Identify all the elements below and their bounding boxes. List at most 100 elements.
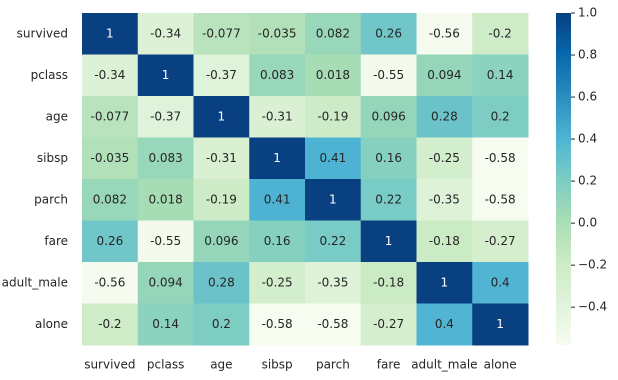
cell-label: -0.58 [485,192,516,206]
cell-label: -0.58 [317,317,348,331]
heatmap-cell [416,13,473,55]
cell-label: 0.28 [431,109,458,123]
heatmap-cell [360,220,417,263]
cell-label: -0.035 [258,26,297,40]
cell-label: 1 [106,26,114,40]
cell-label: -0.31 [262,109,293,123]
x-tick-label: fare [377,358,401,372]
heatmap-cell [360,13,417,55]
heatmap-cell [472,179,529,221]
heatmap-cell [193,303,250,346]
heatmap-cell [193,13,250,55]
cell-label: 0.096 [371,109,405,123]
heatmap-cell [82,96,139,138]
heatmap-cell [249,220,306,263]
y-tick-label: adult_male [2,275,68,289]
colorbar [556,13,571,345]
heatmap-cell [416,220,473,263]
heatmap-cell [305,220,362,263]
cell-label: -0.2 [98,317,121,331]
heatmap-cell [472,220,529,263]
cell-label: 0.41 [264,192,291,206]
heatmap-cell [416,303,473,346]
cell-label: 1 [273,151,281,165]
heatmap-cell [416,96,473,138]
heatmap-cell [193,220,250,263]
heatmap-cell [305,54,362,97]
heatmap-cell [305,262,362,304]
cell-label: 0.082 [316,26,350,40]
cell-label: -0.31 [206,151,237,165]
x-tick-label: sibsp [262,358,293,372]
heatmap-cell [305,303,362,346]
cell-label: 0.094 [148,275,182,289]
colorbar-tick-label: 0.4 [578,132,597,146]
colorbar-tick-label: 1.0 [578,6,597,20]
heatmap-cell [360,262,417,304]
cell-label: -0.27 [485,234,516,248]
heatmap-cell [82,179,139,221]
y-tick-label: fare [44,234,68,248]
heatmap-cell [82,54,139,97]
colorbar-tick-label: −0.4 [578,300,607,314]
heatmap-cell [360,96,417,138]
cell-label: 0.082 [93,192,127,206]
heatmap-cell [82,303,139,346]
y-tick-label: age [46,109,68,123]
cell-label: 0.083 [260,68,294,82]
heatmap-cell [305,137,362,180]
colorbar-tick-label: 0.2 [578,174,597,188]
heatmap-cell [249,137,306,180]
cell-label: -0.58 [262,317,293,331]
cell-label: 0.26 [97,234,124,248]
heatmap-cell [416,137,473,180]
heatmap-cell [137,179,194,221]
heatmap-cell [360,303,417,346]
heatmap-cell [360,54,417,97]
heatmap-cell [137,13,194,55]
cell-label: 0.41 [320,151,347,165]
heatmap-cell [249,303,306,346]
heatmap-cell [137,96,194,138]
heatmap-cell [137,262,194,304]
x-tick-label: survived [84,358,135,372]
cell-label: -0.18 [373,275,404,289]
cell-label: -0.34 [94,68,125,82]
cell-label: 1 [218,109,226,123]
heatmap-cell [249,13,306,55]
heatmap-cell [360,179,417,221]
heatmap-cell [416,54,473,97]
cell-label: -0.27 [373,317,404,331]
colorbar-tick-label: 0.6 [578,90,597,104]
heatmap-cell [137,220,194,263]
cell-label: 0.14 [487,68,514,82]
cell-label: 0.16 [264,234,291,248]
cell-label: 0.22 [375,192,402,206]
heatmap-cell [360,137,417,180]
heatmap-cell [193,262,250,304]
cell-label: 0.16 [375,151,402,165]
y-tick-label: sibsp [37,151,68,165]
cell-label: 1 [329,192,337,206]
cell-label: 0.094 [427,68,461,82]
heatmap-cell [82,220,139,263]
colorbar-tick-label: 0.0 [578,216,597,230]
cell-label: 0.26 [375,26,402,40]
cell-label: -0.035 [91,151,130,165]
heatmap-cell [472,13,529,55]
y-tick-label: parch [34,192,68,206]
cell-label: 0.4 [491,275,510,289]
heatmap-cell [193,137,250,180]
cell-label: -0.55 [150,234,181,248]
cell-label: -0.35 [317,275,348,289]
colorbar-tick-label: −0.2 [578,258,607,272]
cell-label: -0.25 [429,151,460,165]
x-tick-label: age [210,358,232,372]
cell-label: -0.56 [94,275,125,289]
cell-label: -0.19 [317,109,348,123]
cell-label: -0.35 [429,192,460,206]
cell-label: -0.58 [485,151,516,165]
heatmap-cell [137,137,194,180]
heatmap-cell [137,54,194,97]
